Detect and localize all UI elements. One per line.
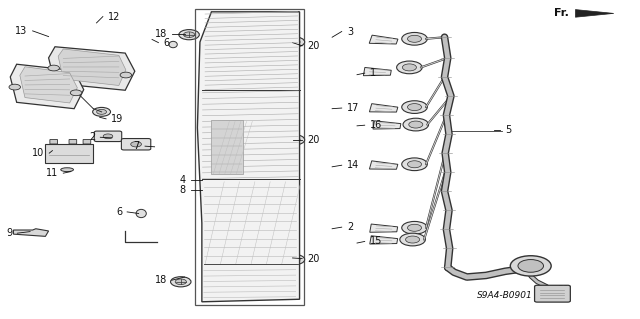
Text: 17: 17 [347, 103, 359, 113]
Ellipse shape [136, 209, 147, 218]
Text: 18: 18 [154, 29, 167, 39]
Circle shape [402, 33, 428, 45]
Polygon shape [13, 229, 49, 236]
Polygon shape [364, 67, 391, 76]
Text: 15: 15 [370, 236, 382, 247]
Polygon shape [370, 224, 397, 232]
Circle shape [284, 255, 305, 265]
Circle shape [402, 101, 428, 114]
Ellipse shape [169, 41, 177, 48]
Circle shape [93, 108, 111, 116]
FancyBboxPatch shape [94, 131, 122, 142]
Polygon shape [211, 120, 243, 174]
Polygon shape [370, 236, 397, 244]
Circle shape [397, 61, 422, 74]
Circle shape [406, 236, 420, 243]
Circle shape [175, 279, 186, 285]
Circle shape [510, 256, 551, 276]
FancyBboxPatch shape [45, 144, 93, 163]
Circle shape [518, 260, 543, 272]
Circle shape [408, 224, 422, 231]
Text: 5: 5 [505, 125, 511, 135]
FancyBboxPatch shape [122, 138, 151, 150]
Text: 14: 14 [347, 160, 359, 170]
Circle shape [284, 37, 305, 47]
Text: 16: 16 [370, 120, 382, 130]
Circle shape [70, 90, 82, 96]
FancyBboxPatch shape [534, 285, 570, 302]
Text: 9: 9 [6, 228, 12, 238]
Text: 18: 18 [154, 275, 167, 285]
Circle shape [284, 135, 305, 145]
FancyBboxPatch shape [69, 139, 77, 144]
Text: 20: 20 [307, 254, 319, 263]
Polygon shape [369, 161, 398, 169]
Circle shape [408, 35, 422, 42]
Text: 20: 20 [307, 41, 319, 51]
Circle shape [289, 39, 300, 45]
Circle shape [289, 137, 300, 143]
Text: 4: 4 [180, 175, 186, 185]
Circle shape [48, 65, 60, 71]
Text: 1: 1 [370, 68, 376, 78]
Polygon shape [20, 67, 77, 103]
Text: 12: 12 [108, 11, 120, 22]
Text: 10: 10 [32, 148, 44, 158]
Circle shape [409, 121, 423, 128]
Circle shape [289, 257, 300, 262]
Ellipse shape [61, 168, 74, 172]
Polygon shape [575, 10, 614, 17]
Polygon shape [369, 104, 398, 112]
Text: 11: 11 [46, 168, 58, 178]
Circle shape [171, 277, 191, 287]
Polygon shape [10, 64, 84, 109]
Circle shape [403, 118, 429, 131]
FancyBboxPatch shape [83, 139, 91, 144]
Circle shape [184, 32, 195, 37]
Polygon shape [373, 121, 401, 129]
Text: S9A4-B0901: S9A4-B0901 [477, 291, 533, 300]
Text: 2: 2 [89, 132, 95, 142]
Text: 7: 7 [134, 141, 140, 151]
Text: 3: 3 [347, 26, 353, 36]
Circle shape [179, 30, 199, 40]
Text: Fr.: Fr. [554, 8, 569, 19]
Polygon shape [58, 49, 126, 85]
Circle shape [402, 221, 428, 234]
Circle shape [402, 158, 428, 171]
Text: 6: 6 [116, 207, 122, 217]
Circle shape [408, 104, 422, 111]
Text: 6: 6 [164, 38, 170, 48]
Circle shape [97, 109, 106, 114]
Polygon shape [369, 35, 398, 44]
Text: 13: 13 [15, 26, 28, 36]
Circle shape [131, 142, 141, 147]
Text: 8: 8 [180, 185, 186, 195]
Text: 2: 2 [347, 222, 353, 232]
Circle shape [403, 64, 417, 71]
Polygon shape [49, 47, 135, 90]
Text: 21: 21 [557, 286, 570, 295]
Circle shape [120, 72, 132, 78]
FancyBboxPatch shape [50, 139, 58, 144]
Circle shape [9, 84, 20, 90]
Circle shape [408, 161, 422, 168]
Polygon shape [197, 12, 300, 302]
Circle shape [103, 134, 113, 139]
Text: 19: 19 [111, 114, 124, 124]
Circle shape [400, 233, 426, 246]
Text: 20: 20 [307, 135, 319, 145]
